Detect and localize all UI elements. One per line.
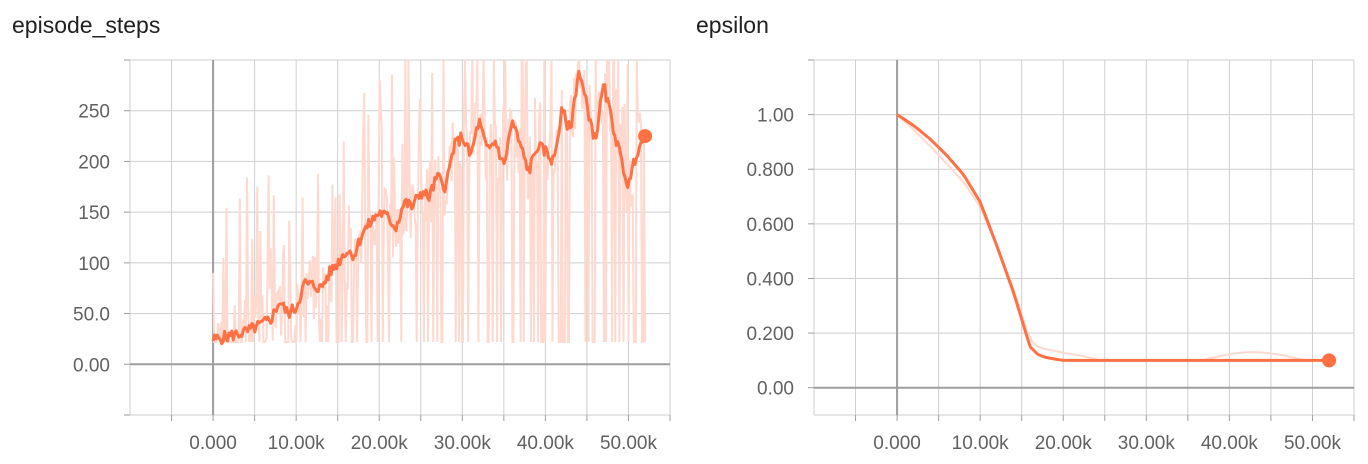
x-tick-label: 50.00k [1284,433,1342,454]
y-tick-label: 250 [78,102,110,123]
y-tick-label: 200 [78,152,110,173]
x-tick-label: 20.00k [1035,433,1093,454]
series-smoothed-line [211,69,646,346]
x-tick-label: 0.000 [873,433,921,454]
y-tick-label: 100 [78,254,110,275]
series-smoothed-line [896,113,1330,362]
y-tick-label: 150 [78,203,110,224]
y-tick-label: 0.600 [746,215,794,236]
x-tick-label: 20.00k [351,433,409,454]
chart-title: episode_steps [12,12,161,38]
plot-area[interactable]: 0.000 10.00k 20.00k 30.00k 40.00k 50.00k 0.00 5… [0,0,684,464]
y-tick-label: 0.00 [73,355,110,376]
plot-area[interactable]: 0.000 10.00k 20.00k 30.00k 40.00k 50.00k 0.00 0… [684,0,1368,464]
y-tick-label: 1.00 [757,106,794,127]
x-tick-label: 10.00k [952,433,1010,454]
x-tick-label: 10.00k [268,433,326,454]
series-raw-line [212,59,647,343]
y-tick-label: 0.400 [746,269,794,290]
x-tick-label: 40.00k [517,433,575,454]
x-tick-label: 50.00k [600,433,658,454]
chart-title: epsilon [696,12,769,38]
y-tick-label: 0.00 [757,379,794,400]
series-end-point [1322,353,1337,368]
chart-episode-steps: episode_steps 0.000 10.00k 20.00k 30.00k 40.… [0,0,684,464]
series-raw-line [896,113,1330,362]
x-tick-label: 30.00k [1118,433,1176,454]
x-tick-label: 30.00k [434,433,492,454]
x-tick-label: 40.00k [1201,433,1259,454]
chart-epsilon: epsilon 0.000 10.00k 20.00k 30.00k 40.00k 50.… [684,0,1368,464]
y-tick-label: 50.0 [73,305,110,326]
x-tick-label: 0.000 [189,433,237,454]
y-tick-label: 0.800 [746,160,794,181]
series-end-point [638,129,653,144]
y-tick-label: 0.200 [746,324,794,345]
